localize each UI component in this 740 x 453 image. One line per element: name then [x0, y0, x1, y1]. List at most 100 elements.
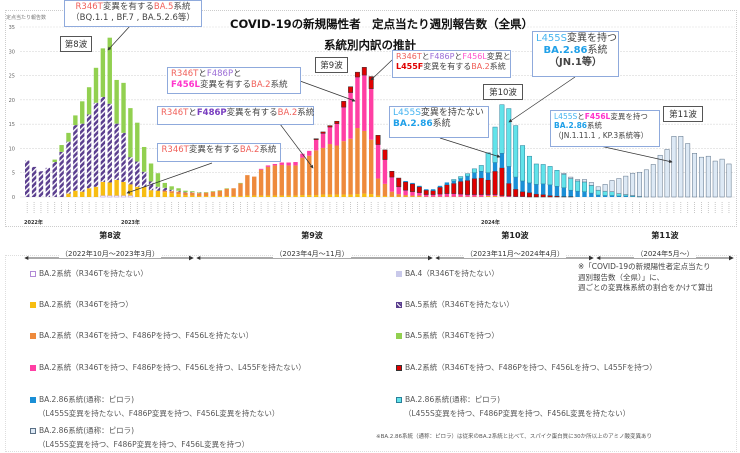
bar-segment-ba286_no_l455s [575, 191, 580, 197]
bar-segment-ba2_l455f [361, 67, 367, 76]
legend-swatch [396, 333, 402, 339]
bar-segment-ba2_l455f [375, 135, 381, 145]
wave-name: 第10波 [501, 231, 529, 240]
arrow-f486p [279, 123, 314, 169]
bar-segment-ba286_no_l455s [499, 153, 505, 168]
wave-period-8: 第8波 （2022年10月～2023年3月） [30, 231, 190, 260]
bar-segment-ba5_no [52, 162, 57, 197]
bar-segment-ba286_l455s [602, 190, 608, 196]
bar-segment-ba286_l455s_f456l [561, 172, 567, 175]
bar-segment-ba2_f456l [430, 194, 436, 197]
bar-segment-ba5_no [86, 114, 92, 189]
annotation-text: L455S [536, 33, 568, 44]
arrow-l455s-f456l [599, 145, 673, 164]
wave-period-10: 第10波 （2023年11月～2024年4月） [435, 231, 595, 260]
bar-segment-ba2_l455f [458, 181, 464, 195]
bar-segment-ba2_r346t [258, 195, 264, 197]
bar-segment-ba2_r346t [375, 195, 381, 197]
bar-segment-ba2_r346t [148, 190, 154, 197]
bar-segment-ba2_f456l [300, 153, 305, 158]
annotation-line: L455SとF456L変異を持つ [554, 112, 656, 121]
bar-segment-ba2_l455f [416, 186, 422, 193]
annotation-line: R346TとF486PとF456L変異と [396, 52, 511, 62]
annotation-text: 変異を持つ [610, 112, 648, 121]
bar-segment-ba2_f456l [424, 194, 429, 197]
bar-segment-ba2_r346t [73, 190, 78, 197]
annotation-text: F486P [196, 108, 227, 118]
bar-segment-ba5_r346t [66, 132, 71, 142]
bar-segment-ba2_f456l [293, 162, 298, 166]
bar-segment-ba2_f456l [265, 165, 271, 167]
bar-segment-ba2_f486p [279, 164, 284, 196]
bar-segment-ba2_l455f [520, 191, 526, 197]
annotation-text: R346T [75, 2, 103, 12]
bar-segment-ba2_l455f [547, 195, 553, 198]
bar-segment-ba2_f456l [451, 193, 456, 197]
annotation-text: BA.2.86 [393, 119, 433, 130]
bar-segment-ba286_l455s [458, 176, 464, 179]
bar-segment-ba5_no [169, 189, 174, 192]
bar-segment-ba286_l455s_f456l [726, 163, 732, 198]
legend-label: BA.2系統（R346Tを持つ、F486Pを持つ、F456Lを持つ、L455Fを… [405, 363, 657, 372]
bar-segment-ba2_f486p [369, 139, 374, 195]
annotation-text: 系統 [587, 45, 608, 56]
bar-segment-ba286_l455s [526, 155, 532, 184]
annotation-line: R346T変異を有するBA.2系統 [161, 145, 277, 156]
annotation-text: L455F [396, 62, 424, 71]
annotation-text: 変異を持たない [420, 108, 484, 118]
bar-segment-ba2_f486p [327, 144, 333, 195]
bar-segment-ba5_no [114, 123, 119, 180]
bar-segment-ba5_no [31, 166, 37, 197]
y-tick-label: 30 [9, 49, 15, 55]
bar-segment-ba2_l455f [313, 138, 319, 140]
bar-segment-ba286_l455s [588, 185, 594, 194]
bar-segment-ba2_r346t [183, 195, 188, 197]
bar-segment-ba2_no [100, 195, 106, 198]
bar-segment-ba5_r346t [93, 67, 99, 103]
bar-segment-ba2_l455f [410, 183, 415, 192]
annotation-text: F456L [171, 79, 200, 90]
bar-segment-ba5_r346t [148, 163, 154, 182]
bar-segment-ba2_l455f [430, 190, 436, 195]
bar-segment-ba286_l455s_f456l [582, 179, 587, 183]
annotation-ba5-r346t: R346T変異を有するBA.5系統 （BQ.1.1 , BF.7 , BA.5.2… [64, 0, 202, 27]
bar-segment-ba2_f456l [492, 194, 498, 197]
bar-segment-ba2_l455f [471, 178, 477, 195]
bar-segment-ba286_l455s [609, 191, 615, 196]
annotation-text: と [188, 108, 197, 118]
bar-segment-ba2_l455f [540, 194, 546, 198]
bar-segment-ba2_r346t [362, 193, 367, 197]
bar-segment-ba2_f456l [479, 194, 484, 197]
bar-segment-ba5_r346t [128, 108, 133, 158]
y-tick-label: 35 [9, 25, 15, 31]
bar-segment-ba2_r346t [107, 182, 112, 196]
bar-segment-ba2_r346t [80, 191, 85, 197]
annotation-f456l: R346TとF486Pと F456L変異を有するBA.2系統 [167, 67, 301, 94]
bar-segment-ba2_l455f [554, 195, 560, 198]
bar-segment-ba2_no [121, 195, 126, 198]
annotation-text: 変異を有する [188, 145, 240, 155]
bar-segment-ba286_l455s [499, 104, 505, 154]
bar-segment-ba286_no_l455s [541, 183, 546, 195]
bar-segment-ba5_no [59, 151, 64, 197]
arrow-ba2-r346t [126, 162, 213, 194]
wave-period-11: 第11波 （2024年5月～） [585, 231, 740, 260]
bar-segment-ba286_no_l455s [403, 180, 408, 182]
annotation-arrows [107, 25, 673, 194]
year-label: 2022年 [24, 220, 43, 226]
bar-segment-ba2_f456l [272, 163, 278, 166]
bar-segment-ba286_no_l455s [527, 182, 532, 193]
bar-segment-ba2_l455f [485, 179, 491, 195]
bar-segment-ba286_no_l455s [424, 189, 429, 191]
bar-segment-ba2_f486p [258, 169, 264, 196]
bar-segment-ba2_f456l [362, 75, 367, 131]
footnote: ※BA.2.86系統（通称：ピロラ）は従来のBA.2系統と比べて、スパイク蛋白質… [376, 434, 653, 440]
bar-segment-ba2_l455f [423, 189, 429, 195]
bar-segment-ba2_l455f [354, 71, 360, 78]
bar-segment-ba286_no_l455s [609, 195, 615, 197]
bar-segment-ba2_f486p [417, 195, 422, 197]
bar-segment-ba286_l455s_f456l [692, 153, 698, 198]
bar-segment-ba2_f456l [410, 191, 415, 196]
bar-segment-ba286_no_l455s [410, 182, 415, 184]
